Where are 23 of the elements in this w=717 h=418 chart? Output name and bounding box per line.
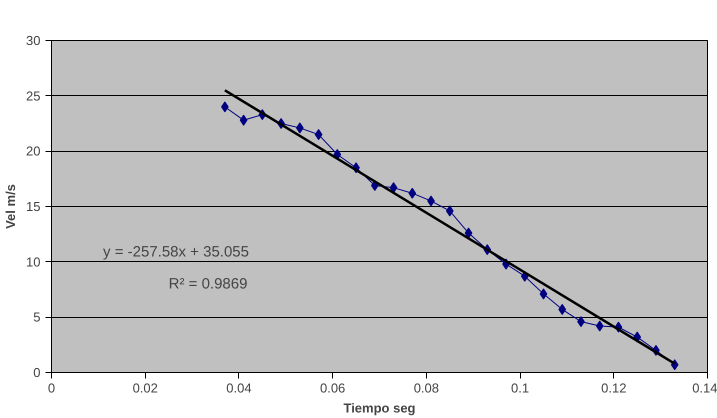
point — [408, 188, 416, 199]
x-tick-label: 0.08 — [414, 380, 440, 396]
y-tick-label: 30 — [26, 33, 41, 48]
x-tick-label: 0.06 — [320, 380, 346, 396]
y-tick-label: 5 — [33, 310, 41, 325]
y-tick-label: 20 — [26, 144, 41, 159]
y-axis-title: Vel m/s — [3, 184, 18, 229]
y-tick-label: 25 — [26, 88, 41, 104]
x-axis-title: Tiempo seg — [344, 400, 416, 416]
annotation: y = -257.58x + 35.055 — [103, 243, 249, 260]
x-tick-label: 0.1 — [511, 380, 530, 396]
x-tick-label: 0 — [48, 380, 56, 396]
point — [596, 320, 604, 332]
x-tick-label: 0.14 — [692, 380, 717, 396]
point — [446, 205, 454, 216]
annotation: R² = 0.9869 — [168, 275, 248, 292]
y-tick-label: 10 — [26, 254, 41, 270]
x-tick-label: 0.04 — [226, 380, 252, 396]
y-tick-label: 15 — [26, 199, 41, 214]
point — [558, 304, 566, 315]
y-tick-label: 0 — [33, 365, 41, 380]
x-tick-label: 0.12 — [601, 380, 626, 396]
x-tick-label: 0.02 — [132, 380, 158, 396]
